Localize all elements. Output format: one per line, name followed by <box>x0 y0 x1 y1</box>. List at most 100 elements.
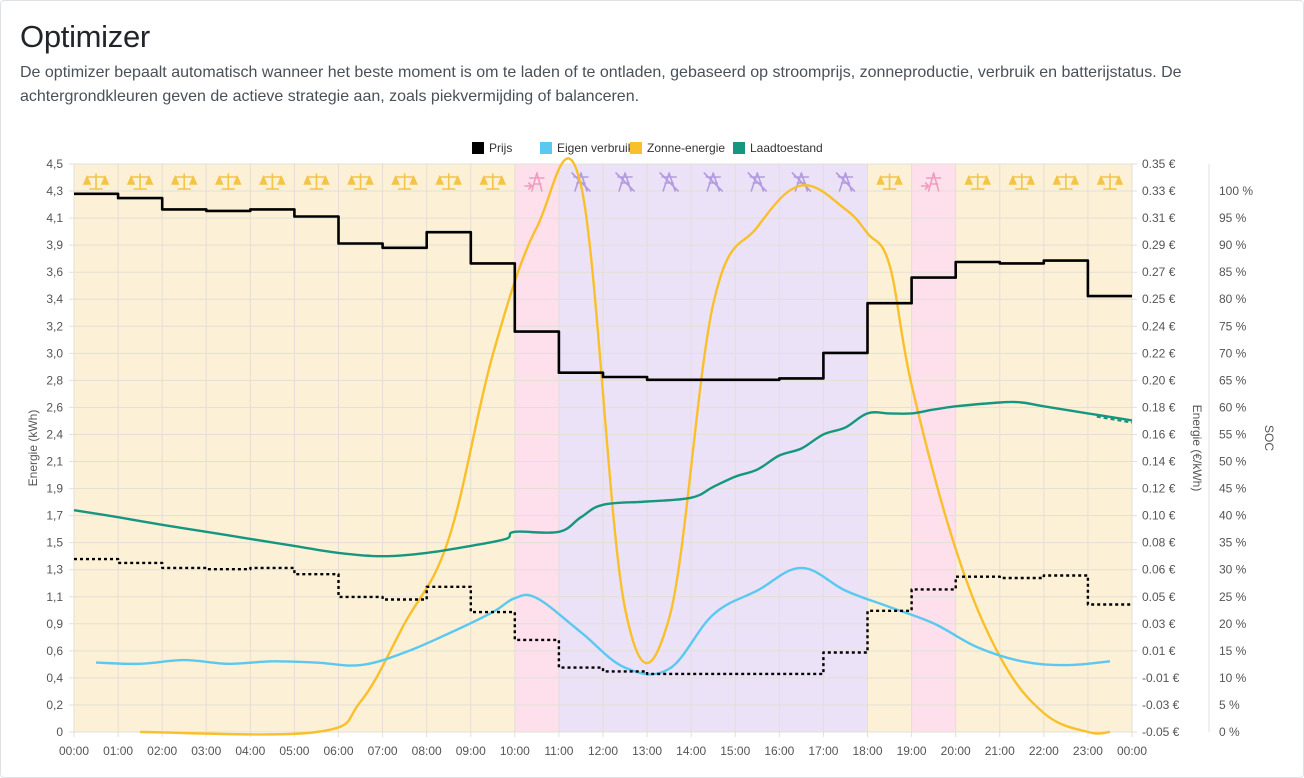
y-left-tick-label: 0 <box>56 725 63 739</box>
y-right-tick-label: 0.24 € <box>1142 319 1176 333</box>
y-right-tick-label: 0.27 € <box>1142 265 1176 279</box>
y-soc-tick-label: 20 % <box>1219 617 1247 631</box>
y-soc-tick-label: 85 % <box>1219 265 1247 279</box>
y-soc-axis-label: SOC <box>1262 425 1276 451</box>
strategy-band-solar <box>691 164 736 732</box>
solar-tower-icon <box>791 172 812 192</box>
solar-tower-icon <box>747 172 768 192</box>
y-left-tick-label: 0,2 <box>46 698 63 712</box>
solar-tower-icon <box>703 172 724 192</box>
strategy-band-charge <box>514 164 559 732</box>
strategy-band-balance <box>162 164 207 732</box>
legend-item[interactable]: Laadtoestand <box>733 141 823 155</box>
x-tick-label: 19:00 <box>897 744 927 758</box>
x-tick-label: 04:00 <box>235 744 265 758</box>
strategy-icons <box>82 172 1124 192</box>
y-right-tick-label: 0.10 € <box>1142 509 1176 523</box>
legend-item[interactable]: Eigen verbruik <box>540 141 635 155</box>
strategy-band-balance <box>470 164 515 732</box>
y-soc-tick-label: 60 % <box>1219 400 1247 414</box>
page-title: Optimizer <box>20 19 150 54</box>
y-soc-tick-label: 95 % <box>1219 211 1247 225</box>
y-left-tick-label: 1,5 <box>46 536 63 550</box>
series-eigen-verbruik <box>95 566 1111 676</box>
strategy-band-balance <box>1043 164 1088 732</box>
y-soc-tick-label: 50 % <box>1219 455 1247 469</box>
y-soc-tick-label: 30 % <box>1219 563 1247 577</box>
strategy-band-charge <box>911 164 956 732</box>
x-tick-label: 02:00 <box>147 744 177 758</box>
strategy-band-solar <box>558 164 603 732</box>
y-soc-tick-label: 65 % <box>1219 373 1247 387</box>
y-soc-tick-label: 40 % <box>1219 509 1247 523</box>
y-right-tick-label: 0.35 € <box>1142 157 1176 171</box>
y-left-tick-label: 3,4 <box>46 292 63 306</box>
y-right-tick-label: 0.18 € <box>1142 400 1176 414</box>
y-soc-tick-label: 0 % <box>1219 725 1240 739</box>
x-tick-label: 13:00 <box>632 744 662 758</box>
y-left-tick-label: 3,6 <box>46 265 63 279</box>
balance-scale-icon <box>479 173 507 190</box>
y-soc-tick-label: 25 % <box>1219 590 1247 604</box>
legend-item[interactable]: Zonne-energie <box>630 141 725 155</box>
x-tick-label: 18:00 <box>852 744 882 758</box>
strategy-band-balance <box>426 164 471 732</box>
balance-scale-icon <box>170 173 198 190</box>
x-tick-label: 20:00 <box>941 744 971 758</box>
balance-scale-icon <box>964 173 991 190</box>
strategy-band-balance <box>118 164 163 732</box>
y-right-tick-label: 0.08 € <box>1142 536 1176 550</box>
y-right-tick-label: 0.06 € <box>1142 563 1176 577</box>
y-left-tick-label: 1,9 <box>46 482 63 496</box>
solar-tower-icon <box>571 172 591 192</box>
balance-scale-icon <box>347 173 374 190</box>
y-left-axis-label: Energie (kWh) <box>26 410 40 487</box>
y-left-tick-label: 4,5 <box>46 157 63 171</box>
x-tick-label: 21:00 <box>985 744 1015 758</box>
legend-label: Prijs <box>489 141 512 155</box>
x-tick-label: 00:00 <box>1117 744 1147 758</box>
strategy-band-balance <box>294 164 339 732</box>
y-right-tick-label: 0.25 € <box>1142 292 1176 306</box>
y-left-tick-label: 0,6 <box>46 644 63 658</box>
grid-charge-icon <box>524 172 545 192</box>
legend-item[interactable]: Prijs <box>472 141 512 155</box>
y-right-tick-label: 0.03 € <box>1142 617 1176 631</box>
strategy-band-solar <box>823 164 868 732</box>
y-soc-tick-label: 70 % <box>1219 346 1247 360</box>
y-right-tick-label: -0.01 € <box>1142 671 1180 685</box>
y-right-tick-label: 0.16 € <box>1142 427 1176 441</box>
y-right-tick-label: 0.33 € <box>1142 184 1176 198</box>
y-right-tick-label: 0.14 € <box>1142 455 1176 469</box>
balance-scale-icon <box>391 173 418 190</box>
strategy-band-solar <box>647 164 692 732</box>
series-laadtoestand <box>73 400 1133 558</box>
chart-axes: 00:00 01:00 02:00 03:00 04:00 05:00 06:00 07:00… <box>26 157 1276 758</box>
y-left-tick-label: 1,3 <box>46 563 63 577</box>
series-prijs-forecast <box>74 557 1132 676</box>
x-tick-label: 17:00 <box>808 744 838 758</box>
strategy-band-balance <box>250 164 295 732</box>
y-left-tick-label: 0,9 <box>46 617 63 631</box>
y-left-tick-label: 4,1 <box>46 211 63 225</box>
y-left-tick-label: 1,7 <box>46 509 63 523</box>
y-soc-tick-label: 15 % <box>1219 644 1247 658</box>
legend-label: Laadtoestand <box>750 141 823 155</box>
y-right-tick-label: 0.22 € <box>1142 346 1176 360</box>
y-right-tick-label: 0.31 € <box>1142 211 1176 225</box>
x-tick-label: 12:00 <box>588 744 618 758</box>
x-tick-label: 14:00 <box>676 744 706 758</box>
strategy-band-solar <box>603 164 648 732</box>
y-left-tick-label: 3,9 <box>46 238 63 252</box>
x-tick-label: 09:00 <box>456 744 486 758</box>
y-soc-tick-label: 10 % <box>1219 671 1247 685</box>
balance-scale-icon <box>82 173 110 190</box>
y-right-tick-label: -0.05 € <box>1142 725 1180 739</box>
solar-tower-icon <box>835 172 856 192</box>
x-tick-label: 15:00 <box>720 744 750 758</box>
x-tick-label: 22:00 <box>1029 744 1059 758</box>
strategy-band-balance <box>338 164 383 732</box>
solar-tower-icon <box>615 172 635 192</box>
legend-swatch <box>472 142 484 154</box>
